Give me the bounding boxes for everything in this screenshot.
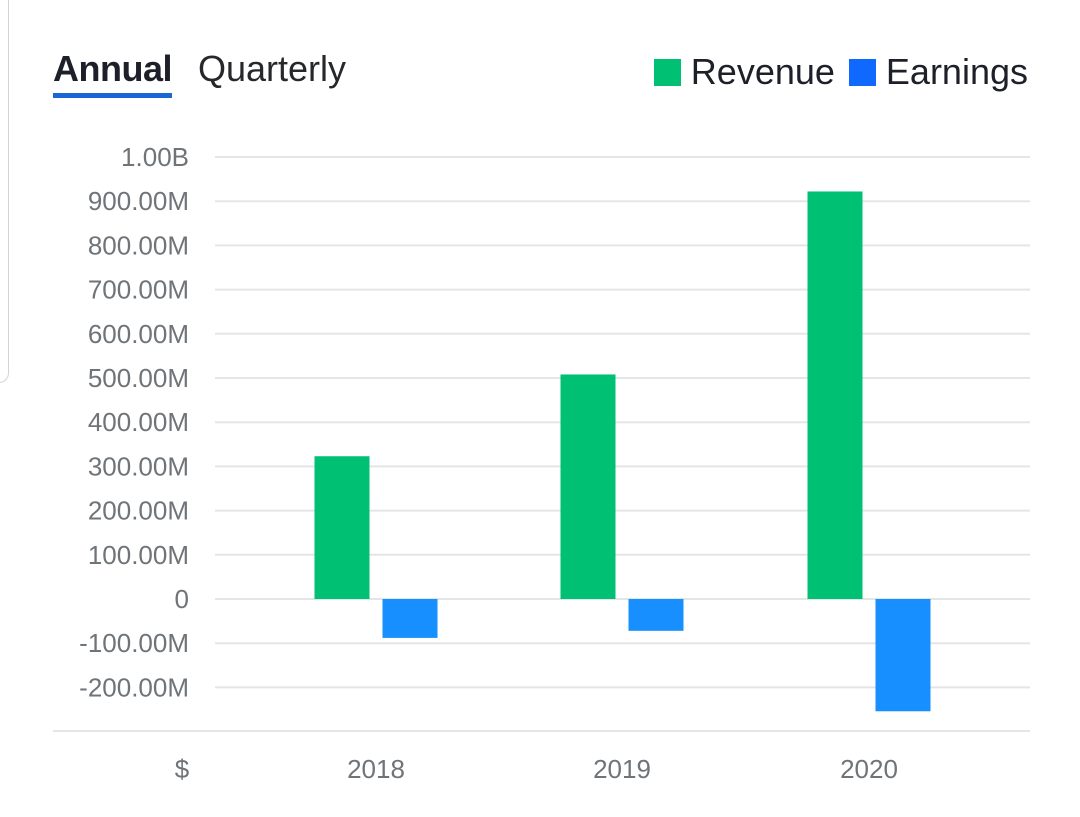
y-tick-label: -200.00M bbox=[79, 672, 189, 702]
bar-earnings-2020 bbox=[875, 599, 931, 712]
legend-item-earnings: Earnings bbox=[848, 50, 1028, 94]
y-tick-label: 800.00M bbox=[88, 230, 189, 260]
legend-label-earnings: Earnings bbox=[885, 51, 1028, 92]
chart-legend: Revenue Earnings bbox=[640, 50, 1028, 94]
tab-annual[interactable]: Annual bbox=[53, 46, 173, 98]
y-tick-label: 200.00M bbox=[88, 496, 189, 526]
tab-quarterly[interactable]: Quarterly bbox=[198, 48, 347, 89]
bar-earnings-2019 bbox=[628, 599, 684, 631]
legend-item-revenue: Revenue bbox=[653, 50, 835, 94]
legend-label-revenue: Revenue bbox=[690, 51, 835, 92]
y-tick-label: 700.00M bbox=[88, 275, 189, 305]
x-tick-label: 2018 bbox=[347, 754, 405, 784]
bar-revenue-2018 bbox=[314, 456, 370, 599]
x-tick-label: 2019 bbox=[593, 754, 651, 784]
y-tick-label: 600.00M bbox=[88, 319, 189, 349]
y-tick-label: -100.00M bbox=[79, 628, 189, 658]
x-tick-label: 2020 bbox=[840, 754, 898, 784]
y-tick-label: 300.00M bbox=[88, 451, 189, 481]
earnings-swatch bbox=[848, 58, 876, 86]
revenue-swatch bbox=[653, 58, 681, 86]
bar-revenue-2019 bbox=[560, 374, 616, 599]
y-tick-label: 900.00M bbox=[88, 186, 189, 216]
bar-earnings-2018 bbox=[382, 599, 438, 638]
bar-revenue-2020 bbox=[807, 191, 863, 599]
y-tick-label: 0 bbox=[175, 584, 189, 614]
period-tabs: Annual Quarterly bbox=[53, 46, 346, 98]
currency-label: $ bbox=[175, 754, 190, 784]
y-tick-label: 1.00B bbox=[121, 142, 189, 172]
y-tick-label: 400.00M bbox=[88, 407, 189, 437]
y-tick-label: 500.00M bbox=[88, 363, 189, 393]
y-tick-label: 100.00M bbox=[88, 540, 189, 570]
